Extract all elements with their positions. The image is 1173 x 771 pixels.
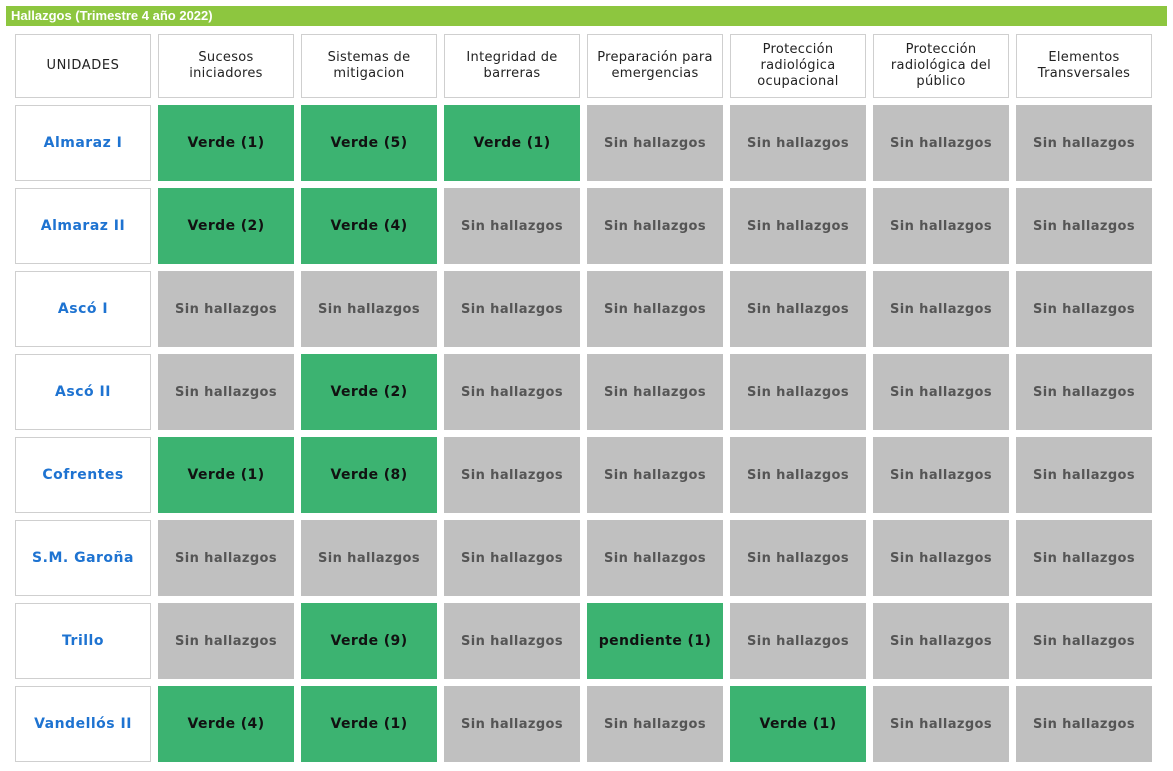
finding-cell-verde: pendiente (1) <box>587 603 723 679</box>
finding-cell-sin-hallazgos: Sin hallazgos <box>158 271 294 347</box>
finding-cell-verde: Verde (2) <box>301 354 437 430</box>
finding-cell-sin-hallazgos: Sin hallazgos <box>873 603 1009 679</box>
finding-cell-verde: Verde (8) <box>301 437 437 513</box>
column-header-proteccion-radiologica-publico: Protección radiológica del público <box>873 34 1009 98</box>
finding-cell-sin-hallazgos: Sin hallazgos <box>444 603 580 679</box>
finding-cell-sin-hallazgos: Sin hallazgos <box>158 520 294 596</box>
finding-cell-sin-hallazgos: Sin hallazgos <box>587 188 723 264</box>
column-header-proteccion-radiologica-ocupacional: Protección radiológica ocupacional <box>730 34 866 98</box>
finding-cell-sin-hallazgos: Sin hallazgos <box>587 686 723 762</box>
finding-cell-sin-hallazgos: Sin hallazgos <box>444 354 580 430</box>
unit-link[interactable]: Ascó I <box>15 271 151 347</box>
finding-cell-verde: Verde (1) <box>730 686 866 762</box>
table-title: Hallazgos (Trimestre 4 año 2022) <box>6 6 1167 26</box>
finding-cell-verde: Verde (4) <box>158 686 294 762</box>
column-header-integridad-de-barreras: Integridad de barreras <box>444 34 580 98</box>
finding-cell-sin-hallazgos: Sin hallazgos <box>1016 354 1152 430</box>
finding-cell-sin-hallazgos: Sin hallazgos <box>587 271 723 347</box>
finding-cell-sin-hallazgos: Sin hallazgos <box>301 271 437 347</box>
finding-cell-sin-hallazgos: Sin hallazgos <box>873 437 1009 513</box>
finding-cell-sin-hallazgos: Sin hallazgos <box>730 603 866 679</box>
unit-link[interactable]: Vandellós II <box>15 686 151 762</box>
finding-cell-sin-hallazgos: Sin hallazgos <box>587 437 723 513</box>
finding-cell-sin-hallazgos: Sin hallazgos <box>587 354 723 430</box>
finding-cell-verde: Verde (1) <box>158 105 294 181</box>
finding-cell-sin-hallazgos: Sin hallazgos <box>444 686 580 762</box>
finding-cell-sin-hallazgos: Sin hallazgos <box>873 354 1009 430</box>
finding-cell-sin-hallazgos: Sin hallazgos <box>158 603 294 679</box>
finding-cell-sin-hallazgos: Sin hallazgos <box>873 686 1009 762</box>
finding-cell-verde: Verde (9) <box>301 603 437 679</box>
finding-cell-sin-hallazgos: Sin hallazgos <box>301 520 437 596</box>
finding-cell-sin-hallazgos: Sin hallazgos <box>444 271 580 347</box>
finding-cell-sin-hallazgos: Sin hallazgos <box>730 271 866 347</box>
finding-cell-sin-hallazgos: Sin hallazgos <box>873 520 1009 596</box>
column-header-sistemas-de-mitigacion: Sistemas de mitigacion <box>301 34 437 98</box>
finding-cell-sin-hallazgos: Sin hallazgos <box>1016 437 1152 513</box>
unit-link[interactable]: S.M. Garoña <box>15 520 151 596</box>
unit-link[interactable]: Trillo <box>15 603 151 679</box>
findings-grid: UNIDADES Sucesos iniciadores Sistemas de… <box>15 34 1152 762</box>
finding-cell-sin-hallazgos: Sin hallazgos <box>730 520 866 596</box>
finding-cell-sin-hallazgos: Sin hallazgos <box>1016 686 1152 762</box>
unit-link[interactable]: Almaraz II <box>15 188 151 264</box>
column-header-unidades: UNIDADES <box>15 34 151 98</box>
finding-cell-verde: Verde (1) <box>158 437 294 513</box>
finding-cell-sin-hallazgos: Sin hallazgos <box>730 354 866 430</box>
finding-cell-sin-hallazgos: Sin hallazgos <box>444 437 580 513</box>
column-header-elementos-transversales: Elementos Transversales <box>1016 34 1152 98</box>
finding-cell-sin-hallazgos: Sin hallazgos <box>1016 271 1152 347</box>
finding-cell-sin-hallazgos: Sin hallazgos <box>1016 188 1152 264</box>
finding-cell-sin-hallazgos: Sin hallazgos <box>873 271 1009 347</box>
column-header-preparacion-emergencias: Preparación para emergencias <box>587 34 723 98</box>
finding-cell-verde: Verde (1) <box>444 105 580 181</box>
unit-link[interactable]: Cofrentes <box>15 437 151 513</box>
finding-cell-sin-hallazgos: Sin hallazgos <box>444 188 580 264</box>
finding-cell-sin-hallazgos: Sin hallazgos <box>158 354 294 430</box>
finding-cell-sin-hallazgos: Sin hallazgos <box>873 105 1009 181</box>
column-header-sucesos-iniciadores: Sucesos iniciadores <box>158 34 294 98</box>
finding-cell-sin-hallazgos: Sin hallazgos <box>873 188 1009 264</box>
finding-cell-verde: Verde (1) <box>301 686 437 762</box>
finding-cell-sin-hallazgos: Sin hallazgos <box>730 437 866 513</box>
finding-cell-sin-hallazgos: Sin hallazgos <box>1016 520 1152 596</box>
finding-cell-sin-hallazgos: Sin hallazgos <box>1016 105 1152 181</box>
finding-cell-verde: Verde (2) <box>158 188 294 264</box>
finding-cell-sin-hallazgos: Sin hallazgos <box>730 188 866 264</box>
finding-cell-sin-hallazgos: Sin hallazgos <box>587 520 723 596</box>
finding-cell-sin-hallazgos: Sin hallazgos <box>730 105 866 181</box>
unit-link[interactable]: Almaraz I <box>15 105 151 181</box>
finding-cell-sin-hallazgos: Sin hallazgos <box>587 105 723 181</box>
finding-cell-verde: Verde (5) <box>301 105 437 181</box>
unit-link[interactable]: Ascó II <box>15 354 151 430</box>
finding-cell-sin-hallazgos: Sin hallazgos <box>1016 603 1152 679</box>
finding-cell-verde: Verde (4) <box>301 188 437 264</box>
finding-cell-sin-hallazgos: Sin hallazgos <box>444 520 580 596</box>
